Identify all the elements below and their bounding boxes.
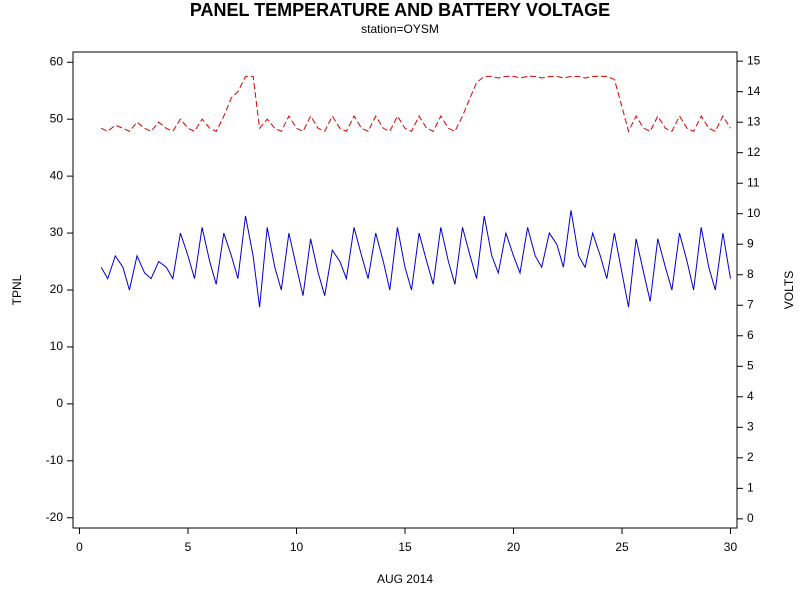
x-tick-label: 30 — [724, 540, 738, 554]
y2-tick-label: 5 — [747, 358, 754, 372]
series-line — [100, 210, 731, 308]
y2-tick-label: 2 — [747, 450, 754, 464]
x-tick-label: 10 — [290, 540, 304, 554]
y-tick-label: 20 — [50, 282, 64, 296]
x-tick-label: 25 — [615, 540, 629, 554]
x-tick-label: 0 — [76, 540, 83, 554]
y2-tick-label: 15 — [747, 53, 761, 67]
x-tick-label: 15 — [398, 540, 412, 554]
y2-tick-label: 0 — [747, 511, 754, 525]
y-tick-label: 30 — [50, 225, 64, 239]
y-tick-label: 60 — [50, 54, 64, 68]
x-tick-label: 5 — [185, 540, 192, 554]
y-tick-label: 10 — [50, 339, 64, 353]
y2-tick-label: 12 — [747, 145, 761, 159]
chart-subtitle: station=OYSM — [361, 22, 439, 36]
y-tick-label: 50 — [50, 111, 64, 125]
y2-tick-label: 8 — [747, 267, 754, 281]
x-tick-label: 20 — [507, 540, 521, 554]
y2-tick-label: 14 — [747, 84, 761, 98]
y2-tick-label: 1 — [747, 481, 754, 495]
y2-axis-label: VOLTS — [782, 271, 796, 309]
series-line — [100, 75, 731, 133]
x-axis-label: AUG 2014 — [377, 572, 433, 586]
y2-tick-label: 6 — [747, 328, 754, 342]
y2-tick-label: 4 — [747, 389, 754, 403]
plot-frame — [72, 51, 738, 529]
y2-tick-label: 9 — [747, 236, 754, 250]
y2-tick-label: 10 — [747, 206, 761, 220]
y-tick-label: -10 — [46, 453, 64, 467]
y-tick-label: -20 — [46, 510, 64, 524]
y2-tick-label: 7 — [747, 297, 754, 311]
y2-tick-label: 11 — [747, 175, 760, 189]
y-axis-label: TPNL — [10, 274, 24, 305]
y2-tick-label: 3 — [747, 419, 754, 433]
y-tick-label: 0 — [56, 396, 63, 410]
y-tick-label: 40 — [50, 168, 64, 182]
y2-tick-label: 13 — [747, 114, 761, 128]
chart-title: PANEL TEMPERATURE AND BATTERY VOLTAGE — [190, 0, 610, 20]
